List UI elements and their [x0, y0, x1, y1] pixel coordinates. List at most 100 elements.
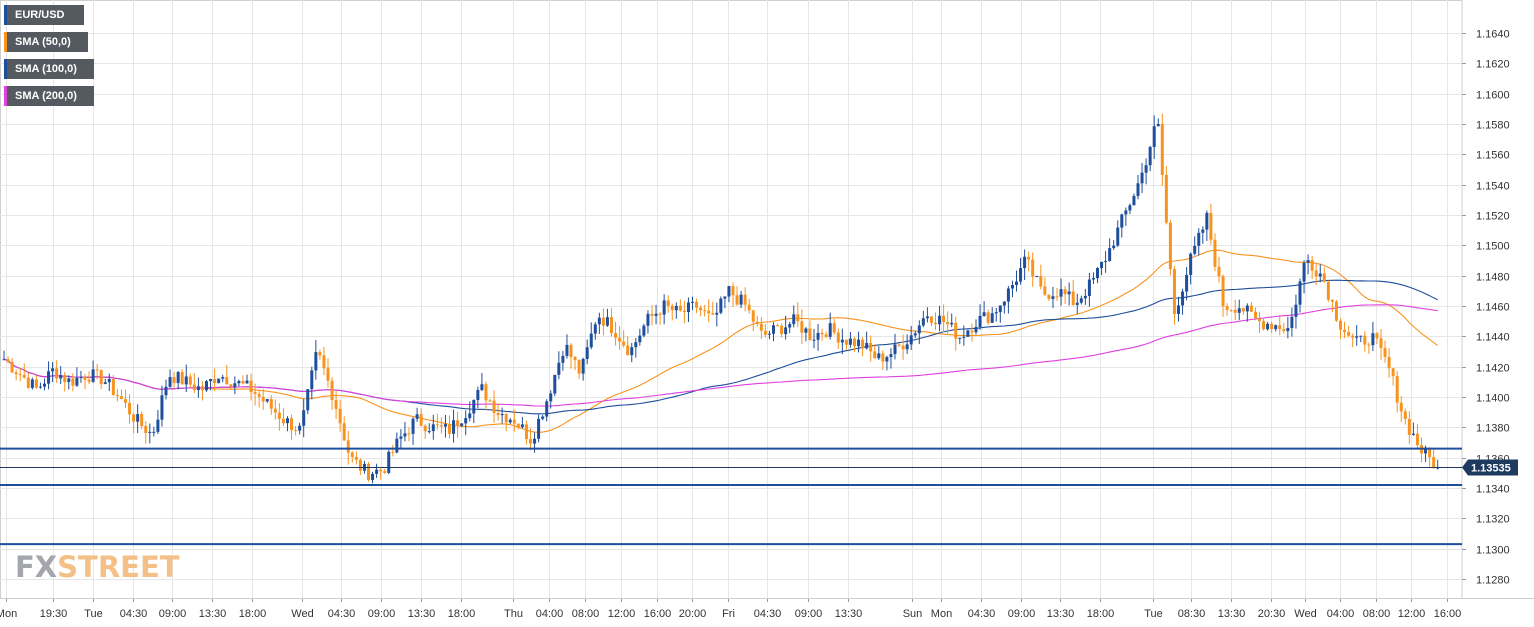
x-tick-label: 16:00	[644, 608, 672, 620]
plot-frame	[0, 0, 1463, 599]
candle-body	[1278, 325, 1282, 329]
candle-body	[719, 298, 723, 313]
candle-body	[318, 352, 322, 356]
x-tick-label: 08:30	[1178, 608, 1206, 620]
candle-body	[1071, 291, 1075, 305]
candle-body	[581, 358, 585, 374]
candle-body	[350, 452, 354, 457]
candle-body	[1189, 253, 1193, 275]
candle-body	[784, 327, 788, 335]
candle-body	[897, 344, 901, 346]
candle-body	[994, 312, 998, 314]
candle-body	[124, 399, 127, 403]
candle-body	[755, 321, 759, 324]
candle-body	[1027, 256, 1031, 260]
candle-body	[1063, 289, 1067, 295]
candle-body	[140, 414, 144, 426]
candle-body	[601, 317, 605, 326]
grid	[0, 0, 1463, 599]
candle-body	[294, 430, 298, 432]
candle-body	[265, 399, 269, 402]
candle-body	[71, 378, 75, 386]
legend-symbol[interactable]: EUR/USD	[4, 5, 84, 25]
y-tick-label: 1.1380	[1476, 423, 1510, 435]
candle-body	[26, 377, 30, 388]
candle-body	[480, 384, 484, 390]
y-tick-label: 1.1420	[1476, 363, 1510, 375]
candle-body	[1164, 174, 1168, 223]
current-price-tag: 1.13535	[1462, 459, 1518, 476]
candle-body	[853, 338, 856, 347]
candle-body	[6, 359, 10, 362]
candle-body	[176, 372, 180, 384]
candle-body	[759, 323, 763, 331]
y-tick-label: 1.1440	[1476, 332, 1510, 344]
candle-body	[1347, 332, 1351, 336]
candle-body	[662, 300, 666, 315]
candle-body	[982, 312, 986, 316]
legend-sma-50[interactable]: SMA (50,0)	[4, 32, 88, 52]
x-tick-label: 18:00	[1087, 608, 1115, 620]
candle-body	[824, 334, 828, 337]
candle-body	[496, 412, 500, 416]
candle-body	[99, 370, 103, 385]
candle-body	[731, 286, 735, 296]
candle-body	[533, 438, 537, 444]
candle-body	[209, 379, 213, 382]
candle-body	[488, 400, 492, 402]
candle-body	[1087, 279, 1091, 296]
candle-body	[589, 333, 593, 348]
candle-body	[484, 384, 488, 401]
candle-body	[184, 376, 188, 385]
candle-body	[1367, 344, 1371, 346]
candle-body	[358, 459, 362, 471]
x-tick-label: 04:00	[1327, 608, 1355, 620]
candle-body	[844, 339, 848, 345]
candle-body	[1124, 210, 1128, 215]
candle-body	[1306, 260, 1310, 263]
candle-body	[873, 351, 877, 359]
candle-body	[168, 377, 172, 387]
x-axis: Mon 19:30 Tue 04:30 09:00 13:30 18:00 Wed 04:30 0…	[0, 598, 1534, 620]
candle-body	[1424, 447, 1428, 454]
candle-body	[1168, 222, 1172, 270]
candle-body	[448, 424, 451, 434]
candle-body	[545, 401, 549, 417]
candle-body	[51, 368, 55, 372]
legend-sma-100[interactable]: SMA (100,0)	[4, 59, 94, 79]
candle-body	[435, 424, 439, 426]
candle-body	[213, 379, 217, 384]
candle-body	[152, 431, 156, 433]
candle-body	[763, 330, 767, 335]
y-tick-label: 1.1540	[1476, 181, 1510, 193]
legend-sma-200[interactable]: SMA (200,0)	[4, 86, 94, 106]
candle-body	[792, 314, 796, 325]
candle-body	[1286, 327, 1290, 332]
x-tick-label: 20:30	[1258, 608, 1286, 620]
candle-body	[796, 314, 800, 322]
candle-body	[573, 356, 577, 361]
candle-body	[342, 423, 346, 441]
candle-body	[277, 412, 281, 419]
candle-body	[646, 313, 650, 326]
candle-body	[144, 425, 148, 433]
candle-body	[1177, 305, 1180, 314]
candle-body	[164, 386, 168, 396]
candle-body	[1282, 328, 1286, 332]
candle-body	[95, 369, 99, 371]
y-tick-label: 1.1300	[1476, 545, 1510, 557]
candle-body	[828, 323, 832, 337]
candle-body	[30, 379, 34, 388]
x-tick-label: 04:30	[968, 608, 996, 620]
candle-body	[415, 414, 419, 419]
candle-body	[1302, 262, 1306, 282]
candle-body	[881, 353, 885, 362]
candle-body	[565, 344, 569, 356]
sma-200-line	[3, 304, 1438, 407]
candle-body	[67, 378, 71, 383]
candle-body	[1112, 245, 1116, 249]
candle-body	[14, 372, 18, 375]
candle-body	[537, 418, 541, 439]
y-tick-label: 1.1400	[1476, 393, 1510, 405]
candle-body	[1128, 205, 1132, 211]
